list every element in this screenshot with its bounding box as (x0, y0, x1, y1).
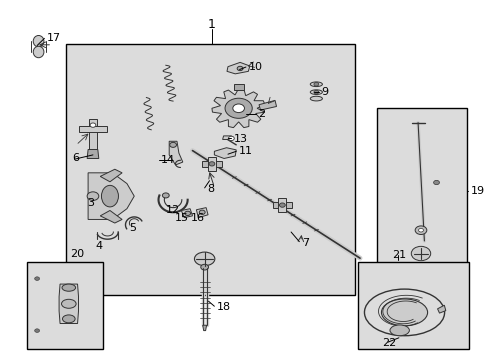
Text: 6: 6 (72, 153, 80, 163)
Text: 9: 9 (321, 87, 327, 97)
Circle shape (35, 277, 40, 280)
Circle shape (208, 162, 214, 166)
Circle shape (279, 203, 285, 207)
Polygon shape (222, 136, 232, 139)
Text: 11: 11 (238, 146, 252, 156)
Text: 2: 2 (258, 109, 264, 119)
Polygon shape (87, 149, 99, 158)
Polygon shape (89, 119, 97, 149)
Polygon shape (88, 173, 134, 220)
Text: 13: 13 (233, 134, 247, 144)
Circle shape (232, 104, 244, 113)
Ellipse shape (61, 299, 76, 308)
Ellipse shape (381, 299, 427, 326)
Text: 17: 17 (47, 33, 61, 43)
Polygon shape (214, 148, 236, 158)
Polygon shape (211, 89, 264, 128)
Text: 22: 22 (381, 338, 395, 348)
Polygon shape (272, 202, 291, 208)
Circle shape (162, 193, 169, 198)
Circle shape (199, 210, 205, 215)
Text: 4: 4 (95, 241, 102, 251)
Text: 16: 16 (190, 213, 204, 222)
Ellipse shape (410, 246, 430, 261)
Polygon shape (196, 208, 207, 218)
Circle shape (418, 228, 423, 232)
Polygon shape (207, 157, 215, 171)
Text: 14: 14 (161, 155, 175, 165)
Polygon shape (259, 100, 276, 110)
Circle shape (169, 142, 176, 147)
Ellipse shape (33, 36, 44, 47)
Circle shape (414, 226, 426, 234)
Bar (376, 108, 466, 273)
Ellipse shape (364, 289, 444, 336)
Polygon shape (100, 169, 122, 182)
Ellipse shape (310, 82, 322, 87)
Bar (357, 262, 468, 348)
Ellipse shape (310, 96, 322, 101)
Ellipse shape (101, 185, 118, 207)
Bar (66, 44, 354, 295)
Text: 10: 10 (248, 62, 262, 72)
Circle shape (228, 136, 234, 140)
Polygon shape (233, 84, 243, 90)
Ellipse shape (62, 284, 76, 291)
Circle shape (90, 123, 96, 127)
Circle shape (87, 192, 99, 201)
Polygon shape (100, 211, 122, 223)
Text: 18: 18 (216, 302, 230, 312)
Ellipse shape (62, 315, 75, 323)
Text: 20: 20 (70, 248, 84, 258)
Text: 19: 19 (470, 186, 484, 196)
Text: 3: 3 (87, 198, 94, 208)
Polygon shape (437, 305, 445, 313)
Polygon shape (278, 198, 285, 212)
Polygon shape (203, 325, 206, 330)
Circle shape (184, 211, 190, 216)
Polygon shape (181, 209, 192, 218)
Text: 8: 8 (206, 184, 214, 194)
Circle shape (433, 180, 439, 185)
Text: 15: 15 (174, 213, 188, 222)
Circle shape (224, 98, 252, 118)
Text: 7: 7 (301, 238, 308, 248)
Circle shape (237, 66, 243, 71)
Ellipse shape (33, 46, 44, 58)
Circle shape (35, 329, 40, 332)
Polygon shape (226, 62, 249, 74)
Polygon shape (59, 284, 79, 324)
Ellipse shape (310, 90, 322, 94)
Text: 5: 5 (129, 224, 136, 233)
Polygon shape (169, 141, 183, 165)
Ellipse shape (389, 325, 408, 336)
Circle shape (313, 90, 318, 94)
Text: 1: 1 (207, 18, 215, 31)
Circle shape (201, 264, 208, 270)
Polygon shape (202, 161, 221, 167)
Circle shape (313, 82, 318, 86)
Text: 12: 12 (165, 206, 180, 216)
Polygon shape (79, 126, 106, 132)
Text: 21: 21 (391, 250, 405, 260)
Ellipse shape (194, 252, 214, 266)
Bar (27, 262, 102, 348)
